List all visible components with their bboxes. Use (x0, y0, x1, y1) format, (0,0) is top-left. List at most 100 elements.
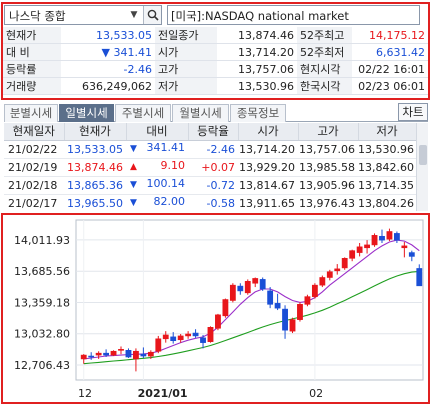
candle-body[interactable] (304, 296, 311, 305)
quote-row: 현재가 13,533.05 전일종가 13,874.46 52주최고 14,175.12 (3, 27, 428, 44)
candle-body[interactable] (311, 284, 318, 297)
candle-body[interactable] (282, 308, 288, 331)
chart-button[interactable]: 차트 (398, 103, 428, 121)
candle-body[interactable] (371, 235, 378, 246)
down-arrow-icon: ▼ (130, 179, 137, 190)
column-header[interactable]: 시가 (238, 123, 299, 141)
symbol-search-value[interactable]: 나스닥 종합 (9, 9, 66, 23)
table-row[interactable]: 21/02/22 13,533.05 ▼ 341.41 -2.46 13,714.20 13… (4, 140, 416, 159)
column-header[interactable]: 대비 (126, 123, 189, 141)
column-header[interactable]: 현재가 (64, 123, 127, 141)
cell-diff: ▼ 341.41 (126, 140, 188, 159)
quote-label: 52주최고 (297, 27, 352, 44)
candle-body[interactable] (393, 233, 400, 241)
candle-body[interactable] (297, 304, 303, 320)
cell-open: 13,814.67 (238, 176, 298, 195)
column-header[interactable]: 고가 (298, 123, 359, 141)
candle-body[interactable] (274, 303, 281, 309)
candle-body[interactable] (125, 349, 132, 358)
candle-body[interactable] (379, 235, 385, 241)
candle-body[interactable] (386, 231, 393, 240)
cell-rate: -2.46 (188, 140, 238, 159)
candle-body[interactable] (133, 350, 139, 360)
cell-open: 13,714.20 (238, 140, 298, 159)
candle-body[interactable] (80, 354, 87, 360)
tab-4[interactable]: 월별시세 (172, 104, 229, 122)
scrollbar-thumb[interactable] (419, 145, 427, 165)
candle-body[interactable] (349, 250, 356, 259)
candle-body[interactable] (229, 284, 236, 301)
candle-body[interactable] (207, 327, 214, 342)
quote-value: 6,631.42 (352, 43, 428, 61)
tab-2[interactable]: 일별시세 (59, 104, 114, 122)
market-name-field: [미국]:NASDAQ national market (167, 5, 420, 25)
candle-body[interactable] (408, 252, 415, 257)
candle-body[interactable] (170, 336, 177, 342)
quote-value: 13,874.46 (217, 27, 297, 44)
column-header[interactable]: 현재일자 (4, 123, 65, 141)
search-button[interactable] (143, 6, 161, 24)
tab-1[interactable]: 분별시세 (4, 104, 58, 122)
tab-bar: 분별시세 일별시세 주별시세 월별시세 종목정보 차트 (4, 103, 428, 122)
tab-3[interactable]: 주별시세 (115, 104, 171, 122)
column-header[interactable]: 저가 (358, 123, 417, 141)
table-row[interactable]: 21/02/17 13,965.50 ▼ 82.00 -0.58 13,911.65 13,… (4, 194, 416, 211)
symbol-search-field[interactable]: 나스닥 종합 ▼ (4, 5, 162, 25)
x-tick-label: 2021/01 (138, 387, 188, 400)
candlestick-chart[interactable]: 14,011.93 13,685.56 13,359.18 13,032.80 12,7… (4, 216, 427, 401)
candle-body[interactable] (215, 314, 221, 329)
candle-body[interactable] (147, 351, 154, 357)
table-row[interactable]: 21/02/18 13,865.36 ▼ 100.14 -0.72 13,814.67 13… (4, 176, 416, 195)
candle-body[interactable] (222, 299, 229, 317)
candle-body[interactable] (267, 290, 274, 305)
candle-body[interactable] (103, 352, 110, 356)
candle-body[interactable] (289, 319, 296, 332)
candle-body[interactable] (326, 271, 333, 278)
table-row[interactable]: 21/02/19 13,874.46 ▲ 9.10 +0.07 13,929.20 13,9… (4, 158, 416, 177)
quote-value: 13,714.20 (217, 43, 297, 61)
quote-label: 대 비 (3, 43, 61, 61)
daily-price-table: 현재일자 현재가 대비 등락율 시가 고가 저가 21/02/22 13,533.05 ▼ 341… (4, 123, 428, 211)
quote-value: 636,249,062 (61, 77, 155, 95)
down-arrow-icon: ▼ (130, 197, 137, 208)
candle-body[interactable] (341, 258, 348, 269)
cell-price: 13,965.50 (64, 194, 126, 211)
candle-body[interactable] (110, 350, 117, 356)
cell-rate: +0.07 (188, 158, 238, 177)
cell-diff-value: 9.10 (160, 158, 186, 172)
quote-label: 저가 (155, 77, 217, 95)
daily-table-scrollbar[interactable] (416, 123, 428, 211)
tab-5[interactable]: 종목정보 (230, 104, 286, 122)
chart-svg[interactable]: 14,011.93 13,685.56 13,359.18 13,032.80 12,7… (4, 216, 427, 401)
cell-diff-value: 341.41 (146, 140, 186, 154)
candle-body[interactable] (252, 278, 259, 284)
candle-body[interactable] (401, 245, 408, 249)
candle-body[interactable] (237, 285, 244, 292)
candle-body[interactable] (319, 277, 326, 286)
candle-body[interactable] (192, 332, 199, 337)
search-row: 나스닥 종합 ▼ [미국]:NASDAQ national market (4, 4, 426, 26)
candle-body[interactable] (118, 349, 124, 351)
candle-body[interactable] (162, 334, 169, 340)
candle-body[interactable] (259, 279, 266, 290)
candle-body[interactable] (155, 338, 162, 352)
dropdown-arrow-icon[interactable]: ▼ (130, 10, 138, 20)
candle-body[interactable] (244, 281, 251, 294)
candle-body[interactable] (88, 355, 95, 358)
candle-body[interactable] (364, 244, 370, 249)
moving-average-short-line (83, 239, 420, 360)
quote-label: 현지시각 (297, 60, 352, 78)
candle-body[interactable] (334, 268, 341, 272)
candle-body[interactable] (185, 333, 192, 337)
candle-body[interactable] (200, 337, 206, 343)
cell-high: 13,985.58 (298, 158, 358, 177)
candle-body[interactable] (356, 246, 363, 253)
cell-diff: ▼ 82.00 (126, 194, 188, 211)
y-tick-label: 13,032.80 (14, 328, 70, 341)
column-header[interactable]: 등락율 (188, 123, 239, 141)
quote-value: ▼ 341.41 (61, 43, 155, 61)
candle-body[interactable] (416, 268, 423, 287)
candle-body[interactable] (177, 335, 184, 341)
candle-body[interactable] (95, 352, 102, 356)
candle-body[interactable] (140, 353, 147, 357)
